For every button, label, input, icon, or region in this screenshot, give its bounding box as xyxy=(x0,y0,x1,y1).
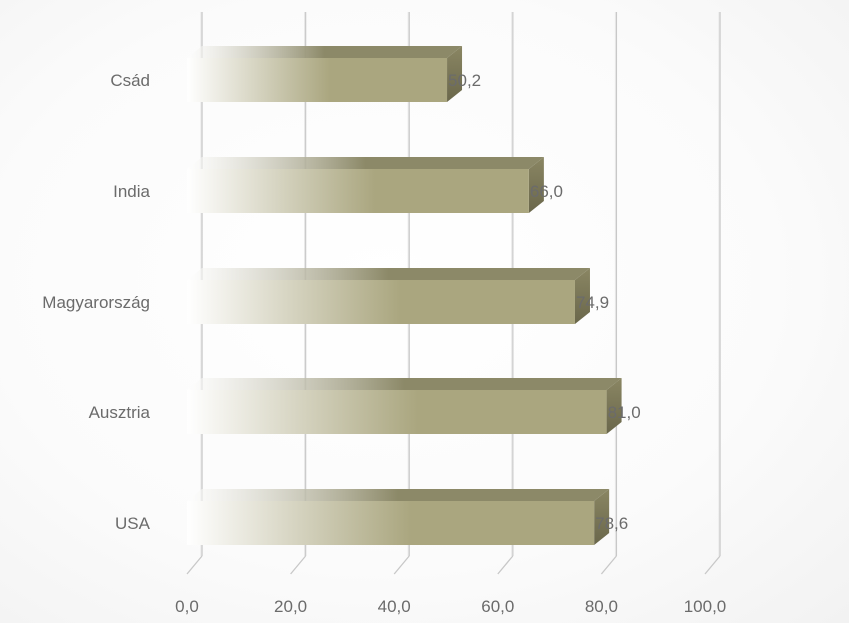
x-tick-label: 80,0 xyxy=(585,597,618,616)
x-tick-label: 0,0 xyxy=(175,597,199,616)
bar-end xyxy=(606,378,622,434)
floor-line xyxy=(290,555,307,575)
x-tick-label: 100,0 xyxy=(684,597,727,616)
bar-top xyxy=(187,46,463,58)
bar xyxy=(187,280,575,324)
bar-end xyxy=(574,268,590,324)
bar xyxy=(187,390,607,434)
category-label: USA xyxy=(115,514,151,533)
data-label: 78,6 xyxy=(595,514,628,533)
data-label: 66,0 xyxy=(530,182,563,201)
data-label: 81,0 xyxy=(608,403,641,422)
x-tick-label: 40,0 xyxy=(378,597,411,616)
category-label: Csád xyxy=(110,71,150,90)
floor-line xyxy=(497,555,514,575)
bar-end xyxy=(528,157,544,213)
bar-end xyxy=(447,46,463,102)
floor-line xyxy=(186,555,203,575)
labels: 0,0 20,0 40,0 60,0 80,0 100,0 Csád 50,2 India 66,… xyxy=(42,71,726,616)
category-label: India xyxy=(113,182,150,201)
floor-line xyxy=(393,555,410,575)
data-label: 74,9 xyxy=(576,293,609,312)
bar-top xyxy=(187,378,622,390)
bar-top xyxy=(187,489,610,501)
bar-end xyxy=(594,489,610,545)
bar xyxy=(187,58,448,102)
x-tick-label: 60,0 xyxy=(481,597,514,616)
floor-line xyxy=(704,555,721,575)
floor-line xyxy=(600,555,617,575)
data-label: 50,2 xyxy=(448,71,481,90)
category-label: Magyarország xyxy=(42,293,150,312)
bar xyxy=(187,501,595,545)
bar-top xyxy=(187,268,590,280)
category-label: Ausztria xyxy=(89,403,151,422)
bar-top xyxy=(187,157,544,169)
bar xyxy=(187,169,529,213)
bars xyxy=(187,46,622,545)
x-tick-label: 20,0 xyxy=(274,597,307,616)
